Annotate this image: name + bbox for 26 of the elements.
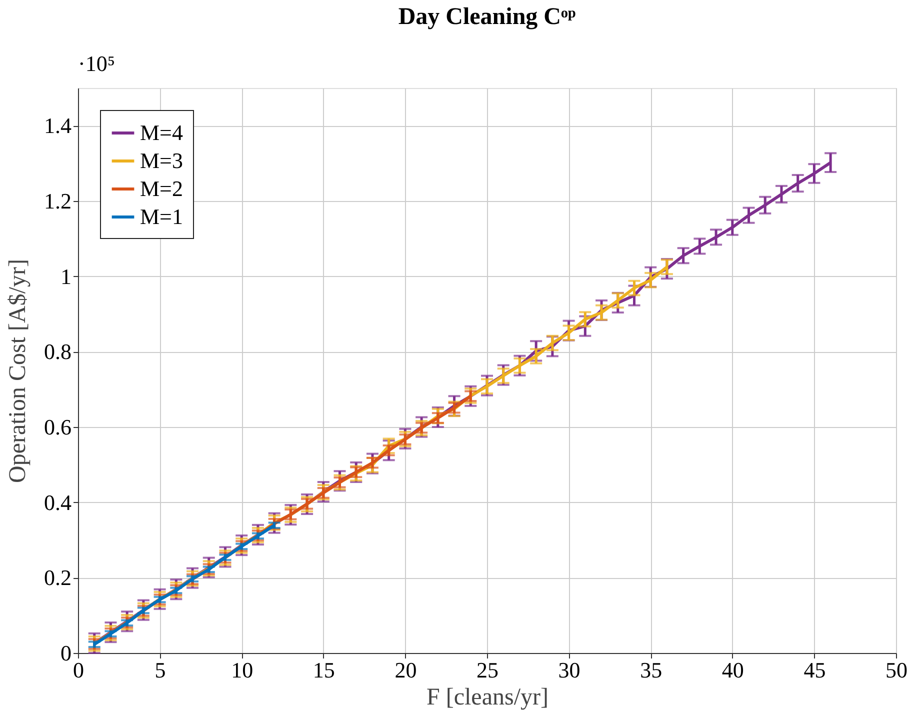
x-tick-label: 30: [558, 658, 580, 682]
y-tick-label: 0: [60, 640, 72, 666]
legend-label: M=1: [140, 204, 183, 229]
y-tick-label: 1: [60, 264, 72, 289]
x-tick-label: 35: [640, 658, 662, 682]
y-axis-title: Operation Cost [A$/yr]: [5, 259, 31, 483]
legend-label: M=2: [140, 176, 183, 201]
x-tick-label: 50: [886, 658, 908, 682]
legend-label: M=3: [140, 148, 183, 173]
x-tick-label: 25: [476, 658, 498, 682]
y-tick-label: 0.6: [44, 414, 72, 440]
y-tick-label: 1.2: [44, 188, 72, 214]
x-tick-label: 10: [231, 658, 254, 682]
chart-title: Day Cleaning Cᵒᵖ: [398, 4, 576, 30]
text: ·10⁵: [78, 51, 115, 76]
x-tick-label: 20: [394, 658, 417, 682]
y-tick-label: 0.4: [44, 490, 72, 515]
x-tick-label: 15: [312, 658, 335, 682]
x-tick-label: 5: [154, 658, 166, 682]
x-axis-title: F [cleans/yr]: [426, 684, 548, 710]
y-tick-label: 1.4: [44, 113, 72, 138]
x-tick-label: 45: [804, 658, 826, 682]
y-tick-label: 0.8: [44, 339, 72, 364]
y-tick-label: 0.2: [44, 565, 72, 590]
legend-label: M=4: [140, 120, 183, 145]
x-tick-label: 40: [722, 658, 744, 682]
